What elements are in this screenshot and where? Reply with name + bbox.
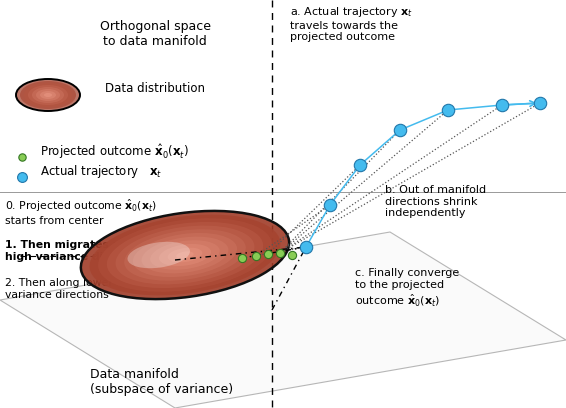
Ellipse shape	[177, 251, 194, 259]
Text: 1. Then migrates along
high variance direction: 1. Then migrates along high variance dir…	[5, 240, 147, 262]
Point	[238, 255, 247, 261]
Ellipse shape	[168, 248, 203, 262]
Ellipse shape	[133, 233, 237, 277]
Ellipse shape	[28, 85, 68, 105]
Ellipse shape	[115, 226, 255, 284]
Point	[444, 107, 453, 113]
Text: 2. Then along lower
variance directions: 2. Then along lower variance directions	[5, 278, 113, 299]
Polygon shape	[0, 232, 566, 408]
Text: c. Finally converge
to the projected
outcome $\hat{\mathbf{x}}_0(\mathbf{x}_t)$: c. Finally converge to the projected out…	[355, 268, 459, 308]
Ellipse shape	[125, 229, 246, 281]
Text: b. Out of manifold
directions shrink
independently: b. Out of manifold directions shrink ind…	[385, 185, 486, 218]
Point	[276, 250, 285, 256]
Ellipse shape	[107, 222, 263, 288]
Point	[535, 100, 544, 106]
Ellipse shape	[40, 91, 56, 99]
Ellipse shape	[142, 237, 229, 273]
Point	[263, 251, 272, 257]
Point	[498, 102, 507, 108]
Point	[396, 127, 405, 133]
Ellipse shape	[127, 242, 190, 268]
Ellipse shape	[98, 218, 272, 292]
Text: Actual trajectory   $\mathbf{x}_t$: Actual trajectory $\mathbf{x}_t$	[40, 164, 162, 180]
Text: Data manifold
(subspace of variance): Data manifold (subspace of variance)	[90, 368, 233, 396]
Ellipse shape	[44, 93, 52, 97]
Ellipse shape	[159, 244, 211, 266]
Ellipse shape	[32, 87, 64, 103]
Ellipse shape	[151, 240, 220, 270]
Point	[18, 154, 27, 160]
Ellipse shape	[36, 89, 60, 101]
Point	[18, 174, 27, 180]
Text: 0. Projected outcome $\hat{\mathbf{x}}_0(\mathbf{x}_t)$
starts from center: 0. Projected outcome $\hat{\mathbf{x}}_0…	[5, 198, 157, 226]
Ellipse shape	[81, 211, 289, 299]
Point	[288, 252, 297, 258]
Point	[251, 253, 260, 259]
Ellipse shape	[89, 215, 281, 295]
Ellipse shape	[20, 81, 76, 109]
Point	[302, 244, 311, 250]
Ellipse shape	[16, 79, 80, 111]
Point	[325, 202, 335, 208]
Text: Projected outcome $\hat{\mathbf{x}}_0(\mathbf{x}_t)$: Projected outcome $\hat{\mathbf{x}}_0(\m…	[40, 142, 189, 162]
Text: Orthogonal space
to data manifold: Orthogonal space to data manifold	[100, 20, 211, 48]
Text: a. Actual trajectory $\mathbf{x}_t$
travels towards the
projected outcome: a. Actual trajectory $\mathbf{x}_t$ trav…	[290, 5, 413, 42]
Text: Data distribution: Data distribution	[105, 82, 205, 95]
Ellipse shape	[24, 83, 72, 107]
Point	[355, 162, 365, 168]
